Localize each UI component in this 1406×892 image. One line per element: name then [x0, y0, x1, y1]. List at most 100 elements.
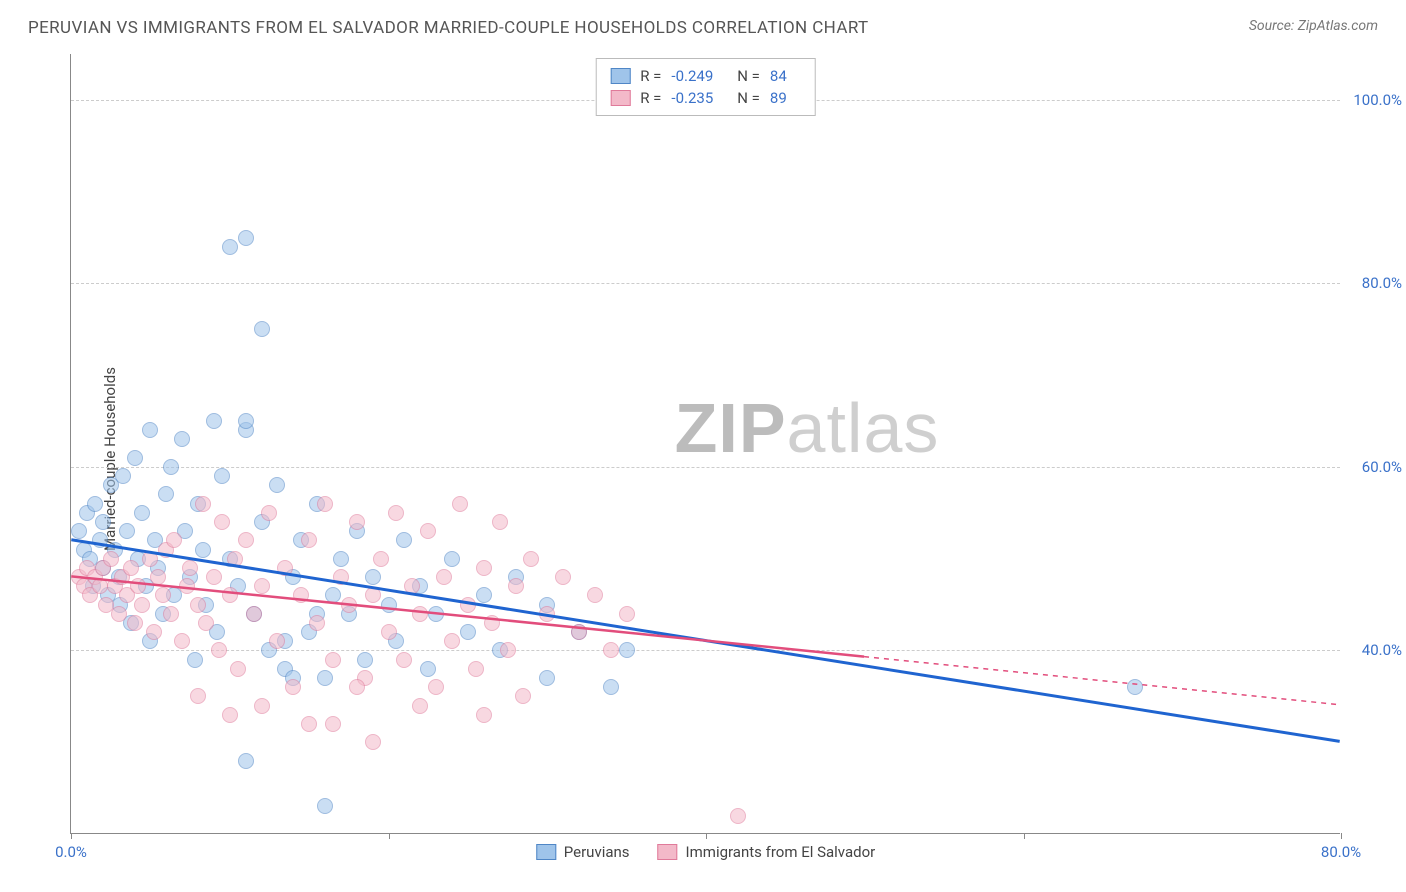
- scatter-point: [404, 578, 420, 594]
- scatter-point: [92, 532, 108, 548]
- y-tick-label: 40.0%: [1362, 641, 1402, 659]
- gridline: [71, 283, 1340, 284]
- watermark-bold: ZIP: [675, 389, 787, 467]
- scatter-point: [373, 551, 389, 567]
- scatter-point: [238, 413, 254, 429]
- scatter-point: [195, 496, 211, 512]
- legend-item-elsalvador: Immigrants from El Salvador: [658, 843, 876, 861]
- scatter-point: [325, 587, 341, 603]
- scatter-point: [230, 661, 246, 677]
- scatter-point: [412, 606, 428, 622]
- legend-item-peruvians: Peruvians: [536, 843, 630, 861]
- scatter-point: [349, 514, 365, 530]
- scatter-point: [95, 514, 111, 530]
- scatter-point: [420, 661, 436, 677]
- scatter-point: [277, 560, 293, 576]
- x-tick-label: 80.0%: [1321, 843, 1361, 861]
- scatter-plot: ZIPatlas R = -0.249 N = 84 R = -0.235 N …: [70, 54, 1340, 834]
- scatter-point: [134, 597, 150, 613]
- scatter-point: [492, 514, 508, 530]
- scatter-point: [309, 615, 325, 631]
- scatter-point: [127, 450, 143, 466]
- r-value-elsalvador: -0.235: [671, 89, 713, 107]
- n-value-peruvians: 84: [770, 67, 787, 85]
- x-tick-mark: [71, 833, 72, 839]
- scatter-point: [325, 652, 341, 668]
- scatter-point: [1127, 679, 1143, 695]
- scatter-point: [365, 734, 381, 750]
- scatter-point: [269, 633, 285, 649]
- scatter-point: [341, 597, 357, 613]
- scatter-point: [206, 569, 222, 585]
- correlation-legend: R = -0.249 N = 84 R = -0.235 N = 89: [595, 58, 816, 116]
- scatter-point: [476, 707, 492, 723]
- scatter-point: [127, 615, 143, 631]
- scatter-point: [155, 587, 171, 603]
- scatter-point: [269, 477, 285, 493]
- scatter-point: [163, 606, 179, 622]
- scatter-point: [317, 670, 333, 686]
- scatter-point: [523, 551, 539, 567]
- x-tick-mark: [389, 833, 390, 839]
- scatter-point: [246, 606, 262, 622]
- scatter-point: [195, 542, 211, 558]
- scatter-point: [619, 642, 635, 658]
- scatter-point: [261, 505, 277, 521]
- scatter-point: [619, 606, 635, 622]
- scatter-point: [254, 578, 270, 594]
- scatter-point: [333, 569, 349, 585]
- scatter-point: [317, 798, 333, 814]
- scatter-point: [420, 523, 436, 539]
- scatter-point: [301, 532, 317, 548]
- source-name: ZipAtlas.com: [1298, 18, 1378, 34]
- scatter-point: [214, 468, 230, 484]
- scatter-point: [452, 496, 468, 512]
- scatter-point: [365, 587, 381, 603]
- scatter-point: [444, 633, 460, 649]
- scatter-point: [428, 606, 444, 622]
- scatter-point: [179, 578, 195, 594]
- scatter-point: [428, 679, 444, 695]
- scatter-point: [539, 606, 555, 622]
- scatter-point: [206, 413, 222, 429]
- legend-row-elsalvador: R = -0.235 N = 89: [610, 87, 801, 109]
- scatter-point: [211, 642, 227, 658]
- scatter-point: [460, 624, 476, 640]
- scatter-point: [227, 551, 243, 567]
- scatter-point: [190, 597, 206, 613]
- x-tick-label: 0.0%: [55, 843, 87, 861]
- scatter-point: [476, 587, 492, 603]
- watermark-light: atlas: [787, 389, 940, 467]
- scatter-point: [317, 496, 333, 512]
- scatter-point: [222, 707, 238, 723]
- scatter-point: [396, 652, 412, 668]
- scatter-point: [412, 698, 428, 714]
- scatter-point: [484, 615, 500, 631]
- scatter-point: [214, 514, 230, 530]
- scatter-point: [222, 239, 238, 255]
- y-tick-label: 80.0%: [1362, 274, 1402, 292]
- scatter-point: [357, 652, 373, 668]
- scatter-point: [293, 587, 309, 603]
- scatter-point: [134, 505, 150, 521]
- scatter-point: [238, 753, 254, 769]
- r-label: R =: [640, 89, 661, 107]
- scatter-point: [222, 587, 238, 603]
- scatter-point: [508, 578, 524, 594]
- watermark: ZIPatlas: [675, 388, 940, 468]
- r-label: R =: [640, 67, 661, 85]
- scatter-point: [190, 688, 206, 704]
- scatter-point: [142, 422, 158, 438]
- scatter-point: [571, 624, 587, 640]
- n-value-elsalvador: 89: [770, 89, 787, 107]
- scatter-point: [349, 679, 365, 695]
- scatter-point: [444, 551, 460, 567]
- chart-header: PERUVIAN VS IMMIGRANTS FROM EL SALVADOR …: [0, 0, 1406, 46]
- scatter-point: [150, 569, 166, 585]
- scatter-point: [555, 569, 571, 585]
- scatter-point: [142, 551, 158, 567]
- swatch-elsalvador: [610, 90, 630, 106]
- chart-area: Married-couple Households ZIPatlas R = -…: [28, 54, 1378, 864]
- scatter-point: [166, 532, 182, 548]
- scatter-point: [71, 523, 87, 539]
